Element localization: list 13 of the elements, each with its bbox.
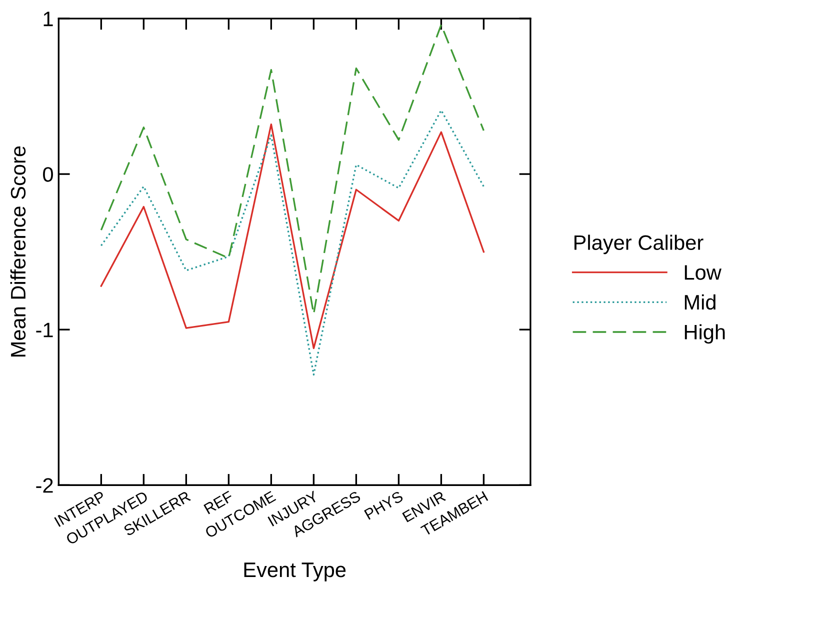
y-tick-label: 1 [44, 12, 53, 26]
line-series [100, 123, 485, 350]
y-tick-label: -1 [36, 322, 53, 338]
legend-label: Low [684, 265, 722, 280]
y-tick-label: -2 [36, 478, 53, 493]
legend-title: Player Caliber [574, 234, 704, 254]
line-series [100, 109, 485, 376]
y-axis-title: Mean Difference Score [10, 146, 26, 356]
legend-label: High [684, 324, 725, 344]
y-tick-label: 0 [43, 167, 53, 182]
x-axis-title: Event Type [244, 562, 346, 582]
line-series [100, 24, 485, 315]
legend-label: Mid [684, 294, 716, 310]
